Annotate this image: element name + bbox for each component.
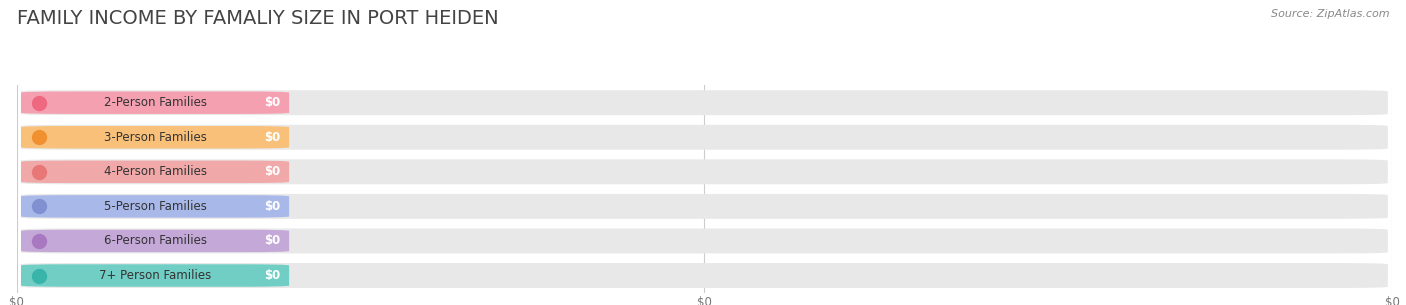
FancyBboxPatch shape	[21, 92, 290, 114]
FancyBboxPatch shape	[21, 160, 1388, 184]
FancyBboxPatch shape	[21, 126, 290, 149]
Text: $0: $0	[264, 269, 281, 282]
Text: $0: $0	[264, 200, 281, 213]
FancyBboxPatch shape	[21, 160, 290, 183]
FancyBboxPatch shape	[21, 194, 1388, 219]
Text: 4-Person Families: 4-Person Families	[104, 165, 207, 178]
Text: $0: $0	[264, 165, 281, 178]
Text: 3-Person Families: 3-Person Families	[104, 131, 207, 144]
Text: $0: $0	[264, 96, 281, 109]
Text: Source: ZipAtlas.com: Source: ZipAtlas.com	[1271, 9, 1389, 19]
Text: $0: $0	[264, 235, 281, 247]
Text: 6-Person Families: 6-Person Families	[104, 235, 207, 247]
Text: 2-Person Families: 2-Person Families	[104, 96, 207, 109]
FancyBboxPatch shape	[21, 264, 290, 287]
Text: FAMILY INCOME BY FAMALIY SIZE IN PORT HEIDEN: FAMILY INCOME BY FAMALIY SIZE IN PORT HE…	[17, 9, 499, 28]
FancyBboxPatch shape	[21, 125, 1388, 150]
Text: 7+ Person Families: 7+ Person Families	[98, 269, 211, 282]
FancyBboxPatch shape	[21, 263, 1388, 288]
FancyBboxPatch shape	[21, 230, 290, 252]
FancyBboxPatch shape	[21, 90, 1388, 115]
FancyBboxPatch shape	[21, 195, 290, 217]
Text: 5-Person Families: 5-Person Families	[104, 200, 207, 213]
FancyBboxPatch shape	[21, 228, 1388, 253]
Text: $0: $0	[264, 131, 281, 144]
